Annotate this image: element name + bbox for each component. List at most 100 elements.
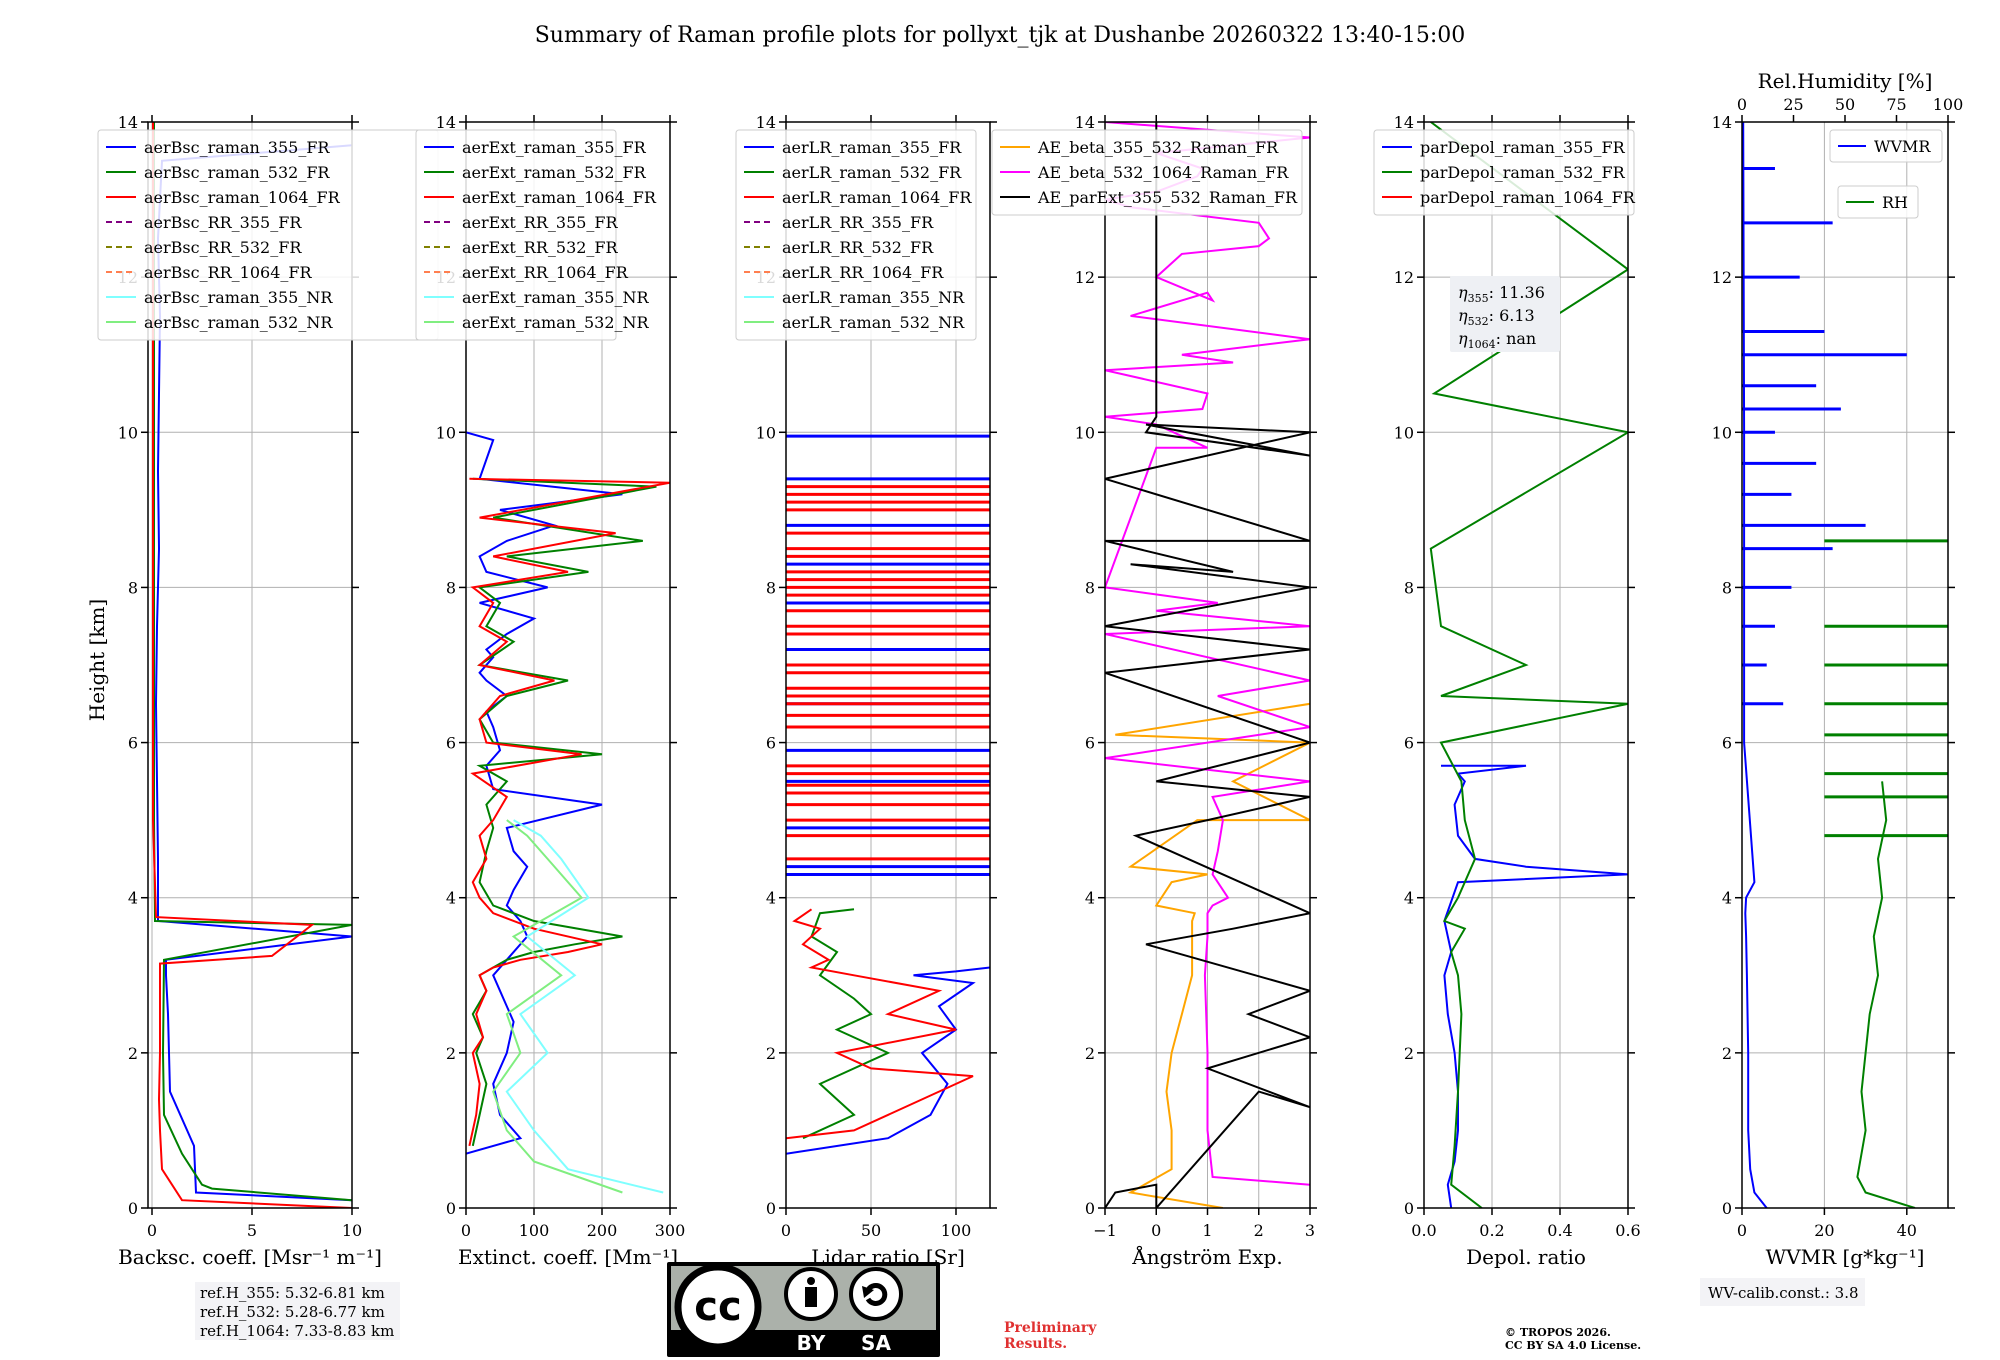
plot-area-wv <box>1742 122 1948 1208</box>
y-tick-label: 2 <box>446 1044 456 1063</box>
y-tick-label: 14 <box>118 113 138 132</box>
legend-label: AE_beta_532_1064_Raman_FR <box>1037 163 1289 182</box>
legend-label: aerBsc_raman_532_NR <box>144 313 333 332</box>
figure-title: Summary of Raman profile plots for polly… <box>535 23 1466 48</box>
legend: aerExt_raman_355_FR aerExt_raman_532_FRae… <box>415 129 657 341</box>
legend-label: WVMR <box>1874 137 1931 156</box>
legend-label: aerLR_raman_532_NR <box>782 313 965 332</box>
series-AE_beta_532_1064_Raman_FR <box>1105 122 1310 1186</box>
axes-frame <box>785 121 991 1209</box>
copyright-text-1: © TROPOS 2026. <box>1505 1326 1611 1339</box>
y-tick-label: 4 <box>1722 889 1732 908</box>
legend-label: aerLR_raman_355_NR <box>782 288 965 307</box>
annotation-line: η1064: nan <box>1458 329 1536 351</box>
y-tick-label: 8 <box>1722 578 1732 597</box>
y-tick-label: 2 <box>766 1044 776 1063</box>
panel-lr: 02468101214050100Lidar ratio [Sr]aerLR_r… <box>735 113 997 1269</box>
plot-area-lr <box>786 434 990 1155</box>
plot-area-ae <box>1105 122 1310 1208</box>
x-tick-label: 10 <box>342 1221 362 1240</box>
legend-label: aerBsc_raman_355_FR <box>144 138 330 157</box>
y-tick-label: 4 <box>128 889 138 908</box>
x-axis-label: WVMR [g*kg⁻¹] <box>1766 1245 1925 1269</box>
x-tick-label: 0.6 <box>1615 1221 1640 1240</box>
x-tick-label: 0 <box>1737 1221 1747 1240</box>
y-tick-label: 2 <box>1085 1044 1095 1063</box>
legend: parDepol_raman_355_FR parDepol_raman_532_… <box>1373 129 1636 216</box>
panel-dep: 0 2 4 6 8 10 12 14 0.0 0.2 0.4 0.6 Depol. ratio parDe… <box>1373 113 1641 1269</box>
legend-label: AE_parExt_355_532_Raman_FR <box>1037 188 1298 207</box>
legend-label: aerBsc_raman_355_NR <box>144 288 333 307</box>
series-WVMR <box>1742 122 1768 1208</box>
y-tick-label: 10 <box>1712 423 1732 442</box>
axes-frame <box>147 121 353 1209</box>
y-tick-label: 12 <box>1712 268 1732 287</box>
legend-label: aerLR_raman_355_FR <box>782 138 962 157</box>
x-tick-label: 0.0 <box>1411 1221 1436 1240</box>
x-tick-label: 5 <box>247 1221 257 1240</box>
y-tick-label: 4 <box>1404 889 1414 908</box>
series-parDepol_raman_532_FR <box>1429 122 1628 1208</box>
legend-label: AE_beta_355_532_Raman_FR <box>1037 138 1279 157</box>
x-axis-label: Backsc. coeff. [Msr⁻¹ m⁻¹] <box>118 1245 382 1269</box>
by-label: BY <box>797 1331 826 1355</box>
ref-532-text: ref.H_532: 5.28-6.77 km <box>200 1303 385 1321</box>
ref-height-box: ref.H_355: 5.32-6.81 km ref.H_532: 5.28-… <box>195 1282 400 1340</box>
legend-label: aerBsc_RR_355_FR <box>144 213 302 232</box>
cc-symbol: cc <box>694 1284 741 1330</box>
axes-frame <box>1423 121 1629 1209</box>
top-tick-label: 75 <box>1886 95 1906 114</box>
plot-area-dep <box>1429 122 1628 1208</box>
panel-bsc: 024681012140510Backsc. coeff. [Msr⁻¹ m⁻¹… <box>97 113 439 1269</box>
plot-area-ext <box>466 431 670 1194</box>
top-axis-label: Rel.Humidity [%] <box>1758 69 1933 93</box>
x-tick-label: 2 <box>1254 1221 1264 1240</box>
cc-by-sa-logo: cc BY SA <box>667 1262 940 1357</box>
legend-label: aerLR_RR_1064_FR <box>782 263 944 282</box>
x-tick-label: 20 <box>1814 1221 1834 1240</box>
y-tick-label: 6 <box>1085 734 1095 753</box>
y-tick-label: 14 <box>1712 113 1732 132</box>
x-tick-label: −1 <box>1093 1221 1117 1240</box>
legend-label: aerBsc_raman_532_FR <box>144 163 330 182</box>
legend-label: aerExt_raman_1064_FR <box>462 188 657 207</box>
y-tick-label: 6 <box>1404 734 1414 753</box>
legend-label: aerExt_raman_355_FR <box>462 138 647 157</box>
x-tick-label: 3 <box>1305 1221 1315 1240</box>
y-tick-label: 12 <box>1075 268 1095 287</box>
y-tick-label: 8 <box>766 578 776 597</box>
y-tick-label: 2 <box>1722 1044 1732 1063</box>
series-aerLR_raman_532_FR <box>802 908 891 1140</box>
x-tick-label: 0 <box>461 1221 471 1240</box>
legend-box <box>735 129 977 341</box>
legend: AE_beta_355_532_Raman_FR AE_beta_532_1064… <box>991 129 1303 216</box>
legend-label: aerExt_raman_532_FR <box>462 163 647 182</box>
y-tick-label: 10 <box>756 423 776 442</box>
legend-label: RH <box>1882 193 1908 212</box>
legend-label: aerLR_RR_355_FR <box>782 213 934 232</box>
series-aerLR_raman_355_FR <box>786 966 990 1155</box>
legend-box <box>991 129 1303 216</box>
legend: aerBsc_raman_355_FR aerBsc_raman_532_FRae… <box>97 129 439 341</box>
y-tick-label: 8 <box>128 578 138 597</box>
top-tick-label: 100 <box>1933 95 1964 114</box>
y-tick-label: 8 <box>1085 578 1095 597</box>
y-tick-label: 0 <box>446 1199 456 1218</box>
series-AE_beta_355_532_Raman_FR <box>1115 702 1310 1208</box>
y-tick-label: 6 <box>766 734 776 753</box>
x-tick-label: 0.2 <box>1479 1221 1504 1240</box>
preliminary-text-1: Preliminary <box>1004 1320 1097 1336</box>
y-tick-label: 6 <box>1722 734 1732 753</box>
legend-box <box>1373 129 1635 216</box>
y-tick-label: 0 <box>1722 1199 1732 1218</box>
y-tick-label: 14 <box>436 113 456 132</box>
y-tick-label: 4 <box>766 889 776 908</box>
sa-icon <box>849 1267 903 1321</box>
legend-label: aerLR_raman_1064_FR <box>782 188 972 207</box>
x-tick-label: 40 <box>1897 1221 1917 1240</box>
y-tick-label: 8 <box>446 578 456 597</box>
top-tick-label: 50 <box>1835 95 1855 114</box>
